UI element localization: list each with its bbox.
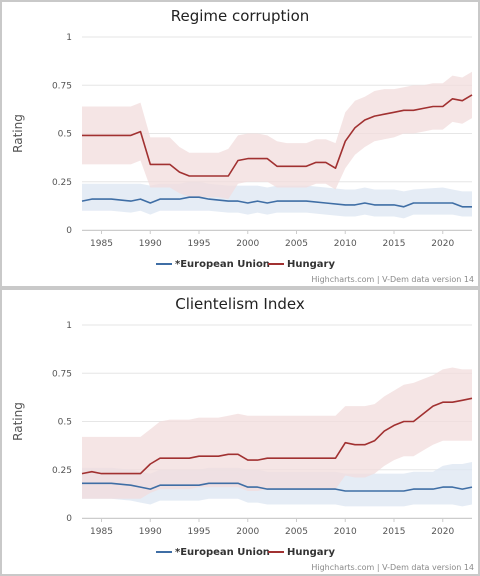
legend-item-hungary[interactable]: Hungary — [287, 259, 335, 270]
x-tick-label: 2020 — [431, 527, 454, 537]
y-axis-title: Rating — [11, 114, 25, 153]
chart-clientelism-index[interactable]: Clientelism Index Rating 0 0.25 0.5 0.75 1 1985… — [2, 290, 478, 574]
y-tick-label: 0.75 — [52, 369, 72, 379]
x-tick-label: 1985 — [90, 239, 113, 249]
x-tick-label: 2020 — [431, 239, 454, 249]
y-tick-label: 0 — [66, 226, 72, 236]
credits-link[interactable]: Highcharts.com | V-Dem data version 14 — [311, 275, 474, 284]
x-tick-label: 1985 — [90, 527, 113, 537]
series-line-european-union[interactable] — [82, 482, 473, 492]
x-tick-label: 2015 — [383, 239, 406, 249]
legend-item-eu[interactable]: *European Union — [175, 259, 270, 270]
credits-link[interactable]: Highcharts.com | V-Dem data version 14 — [311, 563, 474, 572]
x-tick-label: 2000 — [236, 527, 259, 537]
chart-title: Regime corruption — [171, 7, 310, 25]
confidence-band-hungary — [82, 367, 472, 499]
series-line-hungary[interactable] — [81, 397, 473, 475]
chart-regime-corruption[interactable]: Regime corruption Rating 0 0.25 0.5 0.75 1 1985… — [2, 2, 478, 286]
y-tick-label: 0.25 — [52, 178, 72, 188]
y-tick-label: 0.5 — [58, 130, 72, 140]
x-tick-label: 2015 — [383, 527, 406, 537]
x-tick-label: 1995 — [188, 239, 211, 249]
y-tick-label: 1 — [66, 33, 72, 43]
x-tick-label: 2005 — [285, 527, 308, 537]
x-tick-label: 2010 — [334, 239, 357, 249]
legend-item-hungary[interactable]: Hungary — [287, 547, 335, 558]
y-tick-label: 1 — [66, 321, 72, 331]
confidence-band-hungary — [82, 71, 472, 200]
series-line-european-union[interactable] — [81, 196, 472, 208]
chart-panel-regime-corruption: Regime corruption Rating 0 0.25 0.5 0.75 1 1985… — [2, 2, 478, 286]
x-tick-label: 2000 — [236, 239, 259, 249]
y-tick-label: 0 — [66, 514, 72, 524]
y-axis-title: Rating — [11, 402, 25, 441]
x-tick-label: 2010 — [334, 527, 357, 537]
series-line-hungary[interactable] — [82, 94, 473, 177]
x-tick-label: 2005 — [285, 239, 308, 249]
legend-item-eu[interactable]: *European Union — [175, 547, 270, 558]
chart-panel-clientelism-index: Clientelism Index Rating 0 0.25 0.5 0.75 1 1985… — [2, 290, 478, 574]
y-tick-label: 0.25 — [52, 466, 72, 476]
x-tick-label: 1995 — [188, 527, 211, 537]
x-tick-label: 1990 — [139, 239, 162, 249]
x-tick-label: 1990 — [139, 527, 162, 537]
chart-title: Clientelism Index — [175, 295, 305, 313]
y-tick-label: 0.75 — [52, 81, 72, 91]
y-tick-label: 0.5 — [58, 418, 72, 428]
